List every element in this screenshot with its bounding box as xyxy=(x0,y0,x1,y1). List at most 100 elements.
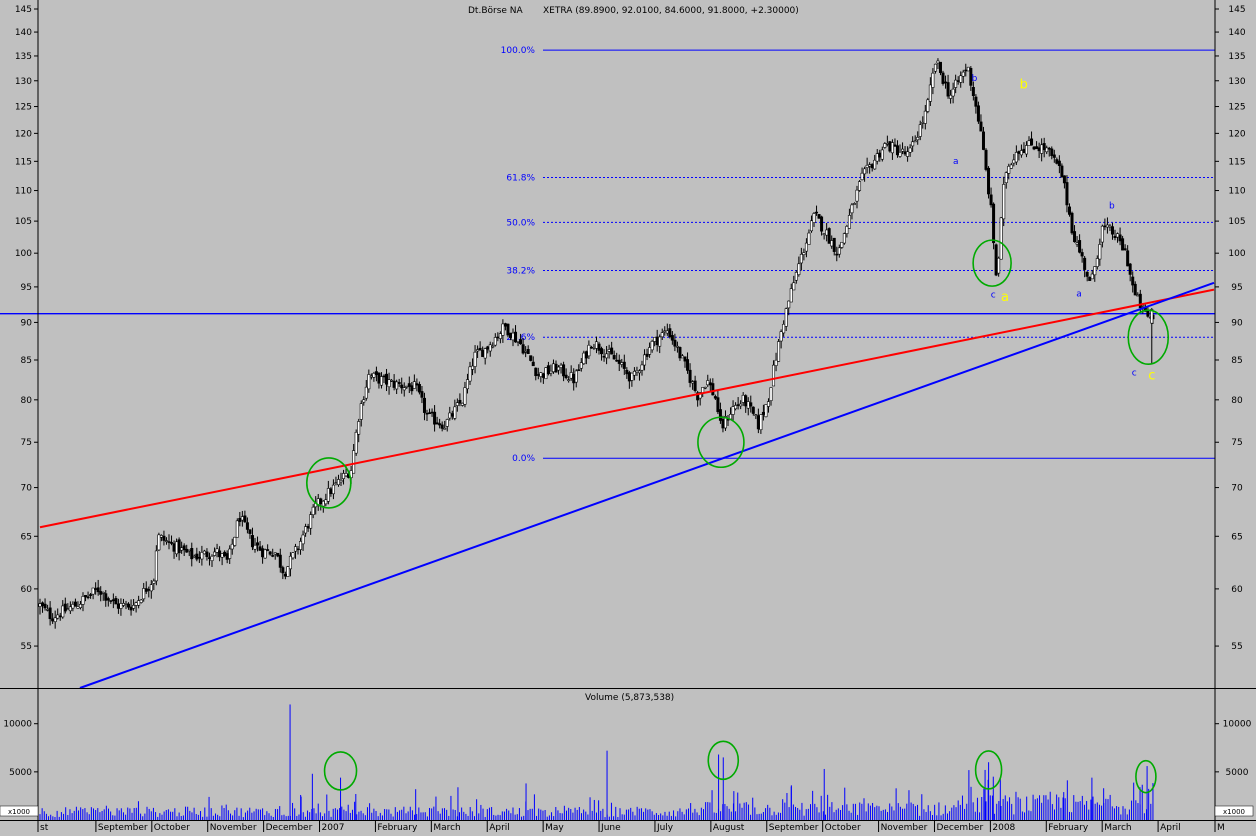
candle-body xyxy=(976,105,980,122)
candle-body xyxy=(792,282,796,291)
candle-body xyxy=(640,364,644,371)
candle-body xyxy=(663,330,667,333)
candle-body xyxy=(635,370,639,373)
candle-body xyxy=(799,253,803,264)
price-tick-label-left: 80 xyxy=(21,396,33,406)
candle-body xyxy=(739,403,743,407)
candle-body xyxy=(1019,150,1023,156)
candle-body xyxy=(809,220,813,232)
price-circle-marker xyxy=(972,239,1012,287)
candle-body xyxy=(420,391,424,398)
candle-body xyxy=(691,381,695,384)
candle-body xyxy=(584,351,588,359)
candle-body xyxy=(1055,159,1059,164)
candle-body xyxy=(938,61,942,73)
candle-body xyxy=(534,367,538,377)
price-circle-marker xyxy=(697,416,745,469)
candle-body xyxy=(777,341,781,362)
candle-body xyxy=(261,548,265,558)
price-tick-label-right: 70 xyxy=(1231,484,1243,494)
candle-body xyxy=(1070,212,1074,234)
candle-body xyxy=(1060,165,1064,178)
candle-body xyxy=(1126,250,1130,267)
candle-body xyxy=(147,589,151,591)
candle-body xyxy=(132,605,136,609)
candle-body xyxy=(620,362,624,365)
price-tick-label-left: 130 xyxy=(15,77,32,87)
candle-body xyxy=(127,603,131,608)
candle-body xyxy=(473,351,477,367)
candle-body xyxy=(306,526,310,529)
candle-body xyxy=(304,526,308,534)
candle-body xyxy=(94,588,98,590)
candle-body xyxy=(486,346,490,350)
fib-level-label: 100.0% xyxy=(501,46,536,56)
time-tick-label: June xyxy=(600,823,621,832)
time-tick-label: November xyxy=(210,823,257,832)
candle-body xyxy=(1037,147,1041,152)
candle-body xyxy=(1067,206,1071,215)
candle-body xyxy=(66,608,70,610)
candle-body xyxy=(668,328,672,338)
fib-level-label: 61.8% xyxy=(506,174,535,184)
candle-body xyxy=(1093,266,1097,276)
candle-body xyxy=(1007,165,1011,174)
candle-body xyxy=(895,145,899,156)
candle-body xyxy=(782,323,786,334)
candle-body xyxy=(129,606,133,611)
candle-body xyxy=(632,370,636,376)
candle-body xyxy=(352,450,356,474)
candle-body xyxy=(258,546,262,551)
candle-body xyxy=(435,422,439,425)
time-tick-label: M xyxy=(1217,823,1225,832)
candle-body xyxy=(870,164,874,169)
time-tick-label: November xyxy=(881,823,928,832)
candle-body xyxy=(256,542,260,546)
candle-body xyxy=(1146,309,1150,317)
time-tick-label: 2007 xyxy=(322,823,345,832)
price-circle-marker xyxy=(1127,309,1170,365)
candle-body xyxy=(164,540,168,542)
candle-body xyxy=(508,332,512,338)
candle-body xyxy=(225,553,229,560)
candle-body xyxy=(288,555,292,570)
candle-body xyxy=(946,82,950,97)
candle-body xyxy=(1052,154,1056,158)
candle-body xyxy=(195,553,199,560)
price-tick-label-right: 75 xyxy=(1231,438,1242,448)
candle-body xyxy=(440,424,444,429)
time-tick-label: February xyxy=(377,823,418,832)
price-tick-label-right: 85 xyxy=(1231,356,1242,366)
candle-body xyxy=(804,242,808,252)
candle-body xyxy=(450,413,454,417)
candle-body xyxy=(539,372,543,377)
candle-body xyxy=(764,404,768,418)
candle-body xyxy=(625,369,629,375)
candle-body xyxy=(511,332,515,341)
candle-body xyxy=(61,605,65,618)
candle-body xyxy=(395,381,399,390)
price-tick-label-right: 110 xyxy=(1228,187,1245,197)
candle-body xyxy=(1012,159,1016,164)
candle-body xyxy=(880,149,884,160)
candle-body xyxy=(157,534,161,551)
candle-body xyxy=(329,488,333,494)
candle-body xyxy=(579,362,583,369)
wave-label: c xyxy=(1148,369,1155,384)
candle-body xyxy=(38,603,42,607)
candle-body xyxy=(433,411,437,425)
candle-body xyxy=(488,344,492,352)
candle-body xyxy=(931,72,935,88)
candle-body xyxy=(134,602,138,606)
candle-body xyxy=(506,323,510,336)
candle-body xyxy=(840,241,844,248)
time-tick-label: July xyxy=(656,823,674,832)
price-tick-label-right: 120 xyxy=(1228,129,1245,139)
candle-body xyxy=(159,535,163,538)
candle-body xyxy=(916,137,920,141)
candle-body xyxy=(468,366,472,382)
candle-body xyxy=(574,370,578,383)
candle-body xyxy=(807,232,811,245)
candle-body xyxy=(71,603,75,609)
candle-body xyxy=(630,372,634,381)
